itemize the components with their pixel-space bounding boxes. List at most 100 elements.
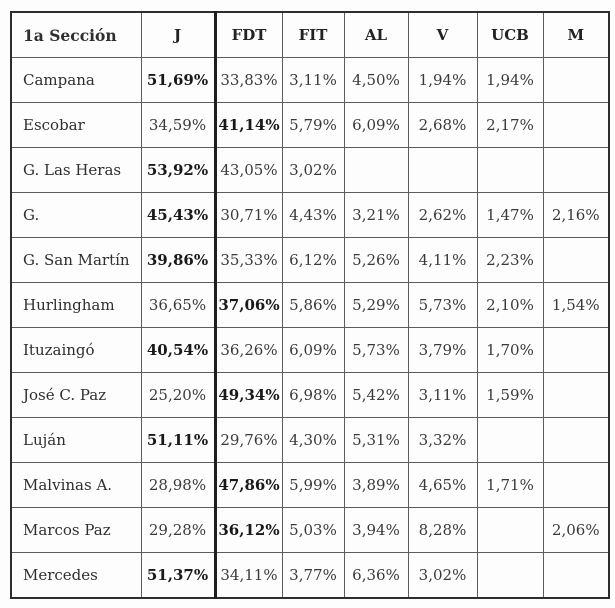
table-cell: 3,94%	[343, 507, 409, 553]
table-cell: 2,10%	[476, 282, 544, 328]
table-cell: 5,73%	[343, 327, 409, 373]
table-cell: 34,59%	[140, 102, 217, 148]
table-cell: 5,79%	[281, 102, 345, 148]
table-cell: 37,06%	[214, 282, 283, 328]
table-cell: 5,31%	[343, 417, 409, 463]
table-cell: 3,89%	[343, 462, 409, 508]
table-cell: 5,86%	[281, 282, 345, 328]
row-label: Campana	[10, 57, 142, 103]
table-cell: 53,92%	[140, 147, 217, 193]
table-cell: 3,02%	[407, 552, 478, 599]
table-cell	[343, 147, 409, 193]
table-cell: 47,86%	[214, 462, 283, 508]
table-cell: 3,11%	[281, 57, 345, 103]
table-cell: 5,73%	[407, 282, 478, 328]
table-cell: 39,86%	[140, 237, 217, 283]
column-header-al: AL	[343, 11, 409, 58]
table-row: Escobar 34,59% 41,14% 5,79% 6,09% 2,68% …	[10, 102, 610, 148]
header-row: 1a Sección J FDT FIT AL V UCB M	[10, 11, 610, 58]
table-cell: 29,28%	[140, 507, 217, 553]
table-row: Hurlingham 36,65% 37,06% 5,86% 5,29% 5,7…	[10, 282, 610, 328]
table-cell: 30,71%	[214, 192, 283, 238]
column-header-fdt: FDT	[214, 11, 283, 58]
table-row: Luján 51,11% 29,76% 4,30% 5,31% 3,32%	[10, 417, 610, 463]
table-cell: 3,77%	[281, 552, 345, 599]
table-cell: 29,76%	[214, 417, 283, 463]
table-cell: 5,42%	[343, 372, 409, 418]
table-cell: 28,98%	[140, 462, 217, 508]
table-cell: 6,36%	[343, 552, 409, 599]
table-cell: 25,20%	[140, 372, 217, 418]
table-cell: 5,29%	[343, 282, 409, 328]
table-cell: 36,65%	[140, 282, 217, 328]
table-row: Ituzaingó 40,54% 36,26% 6,09% 5,73% 3,79…	[10, 327, 610, 373]
table-row: G. San Martín 39,86% 35,33% 6,12% 5,26% …	[10, 237, 610, 283]
table-cell: 49,34%	[214, 372, 283, 418]
table-cell: 5,03%	[281, 507, 345, 553]
table-cell: 36,12%	[214, 507, 283, 553]
row-label: G. San Martín	[10, 237, 142, 283]
table-cell: 41,14%	[214, 102, 283, 148]
table-cell: 2,68%	[407, 102, 478, 148]
row-label: Mercedes	[10, 552, 142, 599]
table-cell: 36,26%	[214, 327, 283, 373]
table-cell	[476, 507, 544, 553]
row-label: Escobar	[10, 102, 142, 148]
table-cell: 1,94%	[476, 57, 544, 103]
table-cell	[476, 417, 544, 463]
table-cell	[542, 462, 610, 508]
table-cell: 6,09%	[281, 327, 345, 373]
table-cell	[476, 552, 544, 599]
row-label: Luján	[10, 417, 142, 463]
table-row: G. 45,43% 30,71% 4,43% 3,21% 2,62% 1,47%…	[10, 192, 610, 238]
table-cell: 4,65%	[407, 462, 478, 508]
column-header-m: M	[542, 11, 610, 58]
table-cell	[407, 147, 478, 193]
table-cell: 3,11%	[407, 372, 478, 418]
table-row: Campana 51,69% 33,83% 3,11% 4,50% 1,94% …	[10, 57, 610, 103]
table-cell: 4,30%	[281, 417, 345, 463]
row-label: Marcos Paz	[10, 507, 142, 553]
table-row: Marcos Paz 29,28% 36,12% 5,03% 3,94% 8,2…	[10, 507, 610, 553]
table-cell: 2,17%	[476, 102, 544, 148]
table-cell	[476, 147, 544, 193]
table-cell: 6,12%	[281, 237, 345, 283]
table-cell: 4,11%	[407, 237, 478, 283]
table-cell	[542, 147, 610, 193]
table-cell: 5,26%	[343, 237, 409, 283]
table-cell: 2,62%	[407, 192, 478, 238]
table-cell: 3,32%	[407, 417, 478, 463]
table-cell	[542, 372, 610, 418]
table-cell: 33,83%	[214, 57, 283, 103]
column-header-j: J	[140, 11, 217, 58]
table-cell: 4,43%	[281, 192, 345, 238]
table-cell: 35,33%	[214, 237, 283, 283]
table-cell	[542, 417, 610, 463]
table-cell: 8,28%	[407, 507, 478, 553]
table-row: G. Las Heras 53,92% 43,05% 3,02%	[10, 147, 610, 193]
table-cell: 51,69%	[140, 57, 217, 103]
table-cell: 6,09%	[343, 102, 409, 148]
table-cell: 45,43%	[140, 192, 217, 238]
column-header-ucb: UCB	[476, 11, 544, 58]
table-cell: 6,98%	[281, 372, 345, 418]
table-cell: 1,94%	[407, 57, 478, 103]
table-row: Malvinas A. 28,98% 47,86% 5,99% 3,89% 4,…	[10, 462, 610, 508]
column-header-v: V	[407, 11, 478, 58]
table-row: José C. Paz 25,20% 49,34% 6,98% 5,42% 3,…	[10, 372, 610, 418]
table-cell: 40,54%	[140, 327, 217, 373]
table-row: Mercedes 51,37% 34,11% 3,77% 6,36% 3,02%	[10, 552, 610, 599]
table-cell: 2,16%	[542, 192, 610, 238]
table-cell: 1,47%	[476, 192, 544, 238]
table-title-cell: 1a Sección	[10, 11, 142, 58]
table-cell: 3,79%	[407, 327, 478, 373]
table-cell: 4,50%	[343, 57, 409, 103]
table-cell: 34,11%	[214, 552, 283, 599]
table-cell	[542, 57, 610, 103]
table-cell: 3,21%	[343, 192, 409, 238]
table-cell: 43,05%	[214, 147, 283, 193]
table-cell: 1,70%	[476, 327, 544, 373]
table-cell: 51,37%	[140, 552, 217, 599]
table-cell: 5,99%	[281, 462, 345, 508]
